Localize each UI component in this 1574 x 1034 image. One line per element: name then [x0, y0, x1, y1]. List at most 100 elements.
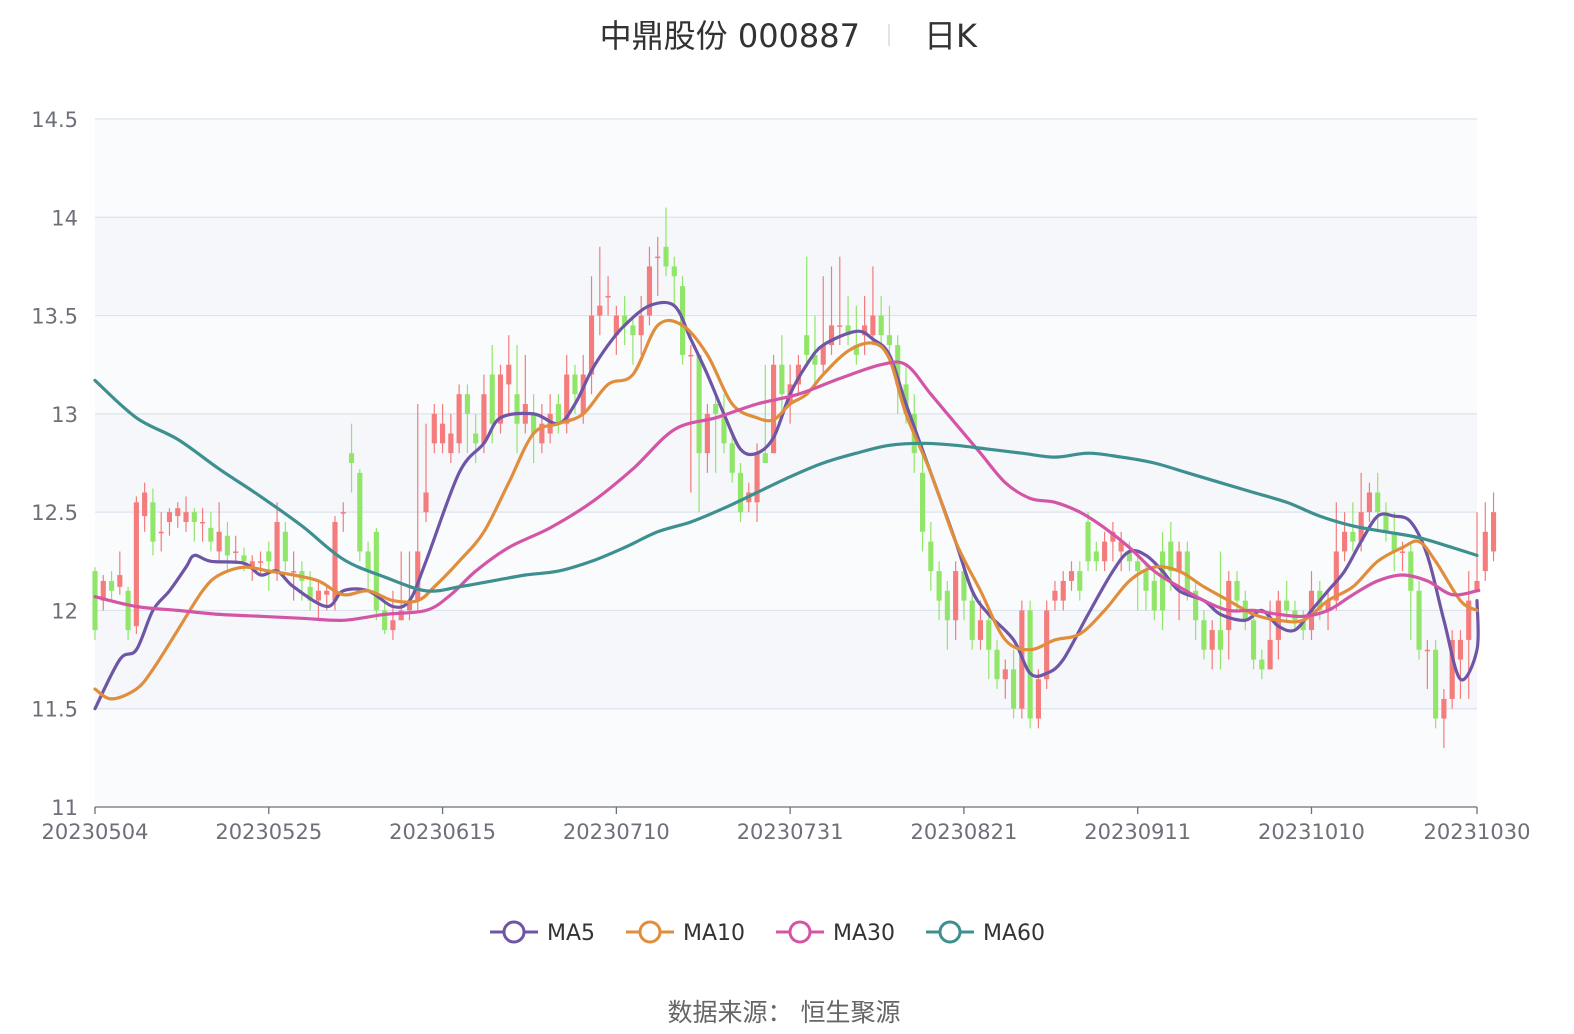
candle-down [986, 610, 992, 680]
candle-down [1250, 610, 1257, 670]
candle-up [175, 502, 181, 528]
candle-down [1416, 580, 1422, 660]
candle-body [1135, 561, 1141, 572]
candle-up [390, 590, 396, 640]
candle-body [464, 394, 470, 414]
candle-body [1011, 669, 1017, 709]
y-axis: 11 11.5 12 12.5 13 13.5 14 14.5 [31, 108, 78, 820]
candle-down [721, 394, 727, 454]
candle-body [431, 413, 437, 444]
y-tick-label: 13.5 [31, 305, 78, 329]
candle-up [1035, 669, 1041, 729]
candle-down [1085, 512, 1091, 572]
candle-body [1259, 659, 1265, 670]
candle-down [1433, 639, 1439, 729]
chart-title: 中鼎股份 000887 日K [600, 17, 978, 55]
candle-down [853, 305, 859, 365]
candle-body [175, 508, 181, 517]
candle-up [613, 305, 619, 355]
candle-body [481, 394, 487, 444]
candle-up [1176, 541, 1182, 621]
candle-up [216, 502, 222, 562]
candle-up [1490, 492, 1497, 562]
candle-body [497, 374, 504, 424]
data-source: 数据来源： 恒生聚源 [668, 998, 901, 1027]
candle-body [1193, 590, 1199, 621]
x-tick-label: 20230821 [910, 820, 1017, 844]
candle-body [348, 453, 355, 463]
candle-down [125, 586, 131, 640]
candle-body [1068, 571, 1075, 581]
candle-up [166, 508, 173, 536]
candle-body [200, 521, 206, 524]
grid-lines [95, 118, 1477, 710]
candle-body [779, 364, 785, 395]
candle-down [150, 488, 156, 556]
plot-band [95, 708, 1477, 807]
candle-body [944, 590, 950, 621]
candle-body [969, 600, 975, 640]
candle-up [820, 276, 826, 375]
candle-up [655, 236, 661, 296]
candle-down [1077, 561, 1083, 601]
candle-down [1027, 600, 1033, 729]
y-tick-label: 14.5 [31, 108, 78, 132]
candle-body [191, 512, 197, 522]
candle-up [1068, 561, 1075, 591]
candle-body [1433, 649, 1439, 719]
candle-down [266, 541, 272, 591]
candle-down [1193, 580, 1199, 640]
candle-up [431, 404, 437, 454]
candle-body [1250, 620, 1257, 660]
candle-body [133, 502, 139, 627]
candle-body [307, 586, 313, 601]
y-tick-label: 12 [51, 599, 78, 623]
y-tick-label: 13 [51, 403, 78, 427]
plot-band [95, 315, 1477, 414]
candle-body [1159, 551, 1166, 611]
legend-label: MA60 [983, 921, 1045, 946]
candle-body [1226, 580, 1232, 631]
candle-up [862, 295, 868, 355]
candle-down [1151, 571, 1157, 621]
candle-up [1366, 482, 1372, 522]
candle-up [688, 345, 694, 493]
title-stock: 中鼎股份 000887 [600, 17, 860, 55]
candle-down [108, 571, 115, 601]
candle-down [663, 207, 669, 277]
candle-up [547, 394, 553, 444]
candle-up [233, 535, 239, 562]
legend-marker [502, 920, 526, 944]
candle-down [622, 295, 628, 346]
candle-down [928, 521, 934, 591]
candle-up [1482, 502, 1488, 581]
candle-body [398, 610, 404, 621]
candle-up [506, 335, 512, 414]
candle-body [266, 551, 272, 562]
x-tick-label: 20230615 [389, 820, 496, 844]
candle-body [547, 413, 553, 434]
candle-body [862, 325, 868, 336]
candle-down [365, 541, 371, 591]
candle-body [1441, 698, 1447, 719]
plot-background [95, 119, 1477, 807]
candle-body [1366, 492, 1372, 513]
candle-down [555, 394, 561, 434]
candle-body [514, 394, 520, 424]
candle-body [340, 512, 346, 514]
candle-up [953, 561, 959, 640]
y-tick-label: 12.5 [31, 501, 78, 525]
candle-body [986, 620, 992, 650]
candle-up [1102, 531, 1108, 572]
candle-body [588, 315, 595, 375]
line-ma60 [93, 378, 1479, 593]
candle-up [481, 374, 487, 454]
candle-up [605, 276, 611, 316]
candle-body [1267, 639, 1273, 670]
candle-body [1300, 620, 1306, 631]
candle-body [1234, 580, 1240, 601]
candle-down [208, 512, 214, 552]
candle-body [257, 561, 264, 563]
x-tick-label: 20230731 [737, 820, 844, 844]
legend-marker [938, 920, 962, 944]
